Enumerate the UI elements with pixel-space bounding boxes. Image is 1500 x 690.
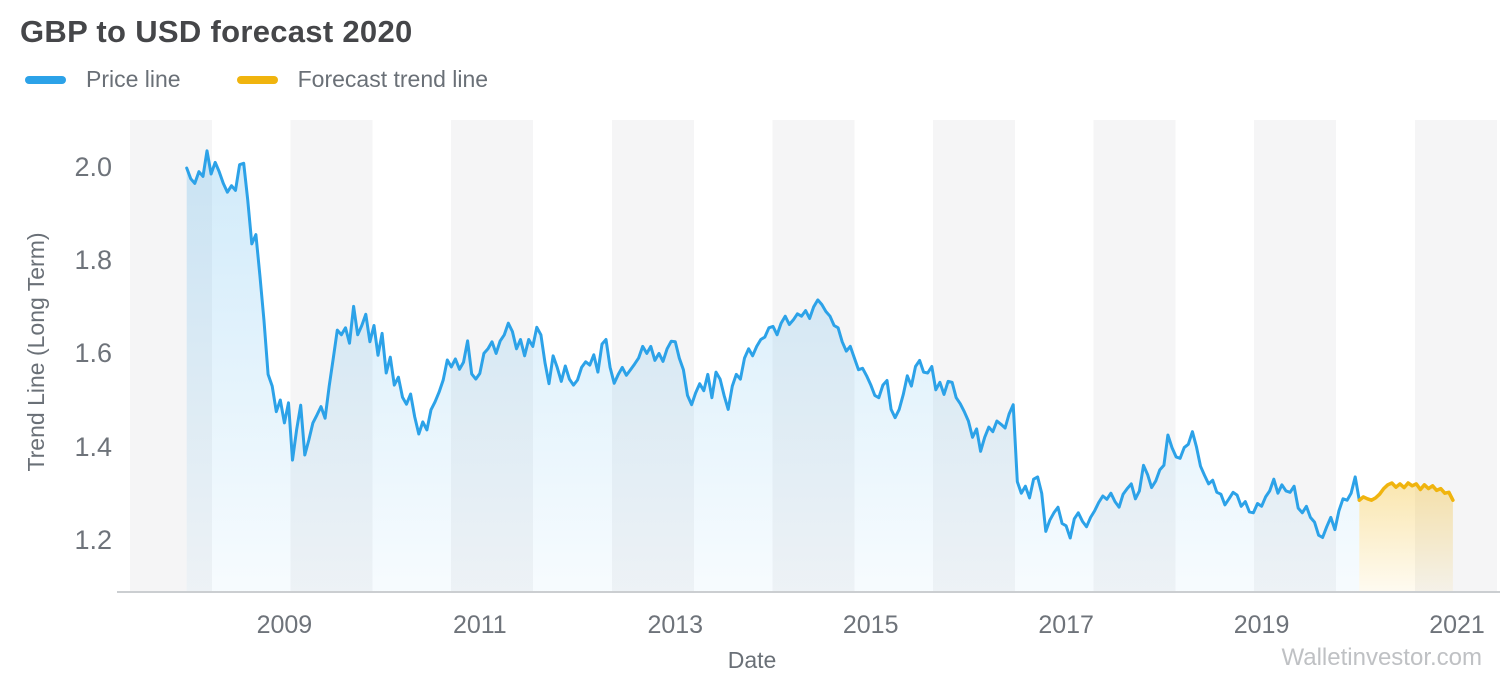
x-tick-label: 2021 xyxy=(1429,611,1485,639)
forecast-trend-line-path xyxy=(1357,481,1455,502)
legend: Price line Forecast trend line xyxy=(25,66,488,93)
y-tick-label: 1.4 xyxy=(74,431,112,462)
legend-item-label: Forecast trend line xyxy=(297,66,489,92)
forecast-trend-line-dash-icon xyxy=(236,75,278,84)
x-axis-title: Date xyxy=(727,647,777,673)
x-tick-label: 2015 xyxy=(842,611,899,639)
price-line-path xyxy=(185,149,1361,540)
x-tick-label: 2009 xyxy=(256,611,313,639)
price-line-area-fill xyxy=(186,150,1360,593)
legend-item-price-line[interactable]: Price line xyxy=(25,66,181,93)
x-tick-label: 2017 xyxy=(1038,611,1094,639)
price-line-dash-icon xyxy=(25,75,66,84)
page-title: GBP to USD forecast 2020 xyxy=(20,14,413,49)
y-tick-label: 1.2 xyxy=(74,524,112,555)
y-tick-label: 1.8 xyxy=(74,245,112,276)
y-tick-label: 2.0 xyxy=(74,152,112,183)
x-tick-label: 2011 xyxy=(452,611,507,639)
x-tick-label: 2013 xyxy=(647,611,704,639)
x-axis-line xyxy=(117,591,1500,593)
legend-item-forecast-trend-line[interactable]: Forecast trend line xyxy=(236,66,489,93)
y-tick-label: 1.6 xyxy=(74,338,112,369)
legend-item-label: Price line xyxy=(86,66,181,92)
plot-area xyxy=(185,149,1455,593)
watermark: Walletinvestor.com xyxy=(1281,644,1482,671)
forecast-trend-line-area-fill xyxy=(1359,483,1453,592)
x-tick-label: 2019 xyxy=(1233,611,1290,639)
y-axis-title: Trend Line (Long Term) xyxy=(23,232,49,472)
